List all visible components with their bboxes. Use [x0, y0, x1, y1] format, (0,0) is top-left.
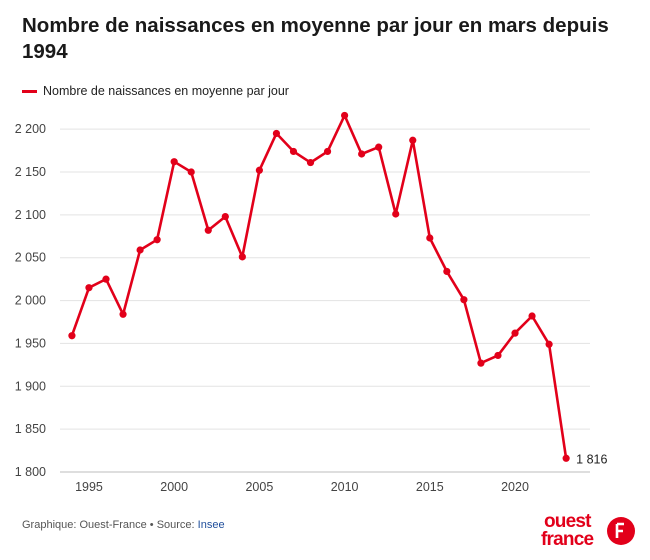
data-point[interactable]	[392, 210, 400, 218]
data-point[interactable]	[221, 212, 229, 221]
grid-lines	[60, 128, 590, 473]
y-tick-label: 1 800	[15, 465, 46, 479]
data-point[interactable]	[306, 158, 315, 167]
x-tick-label: 2000	[160, 480, 188, 494]
logo-text-ouest: ouest	[544, 511, 592, 532]
x-axis-tick-labels: 1995 2000 2005 2010 2015 2020	[75, 480, 529, 494]
y-tick-label: 2 200	[15, 122, 46, 136]
ouest-france-logo: ouest france	[541, 511, 635, 549]
data-point[interactable]	[494, 351, 502, 360]
chart-legend: Nombre de naissances en moyenne par jour	[22, 84, 289, 98]
data-point[interactable]	[272, 129, 281, 138]
data-point[interactable]	[545, 340, 553, 348]
data-point[interactable]	[443, 267, 451, 276]
y-axis-tick-labels: 1 800 1 850 1 900 1 950 2 000 2 050 2 100 2 150…	[15, 122, 46, 479]
last-value-label: 1 816	[576, 452, 607, 466]
y-tick-label: 1 950	[15, 336, 46, 350]
y-tick-label: 2 050	[15, 251, 46, 265]
data-point[interactable]	[562, 454, 570, 462]
legend-line-swatch	[22, 89, 37, 93]
x-tick-label: 2020	[501, 480, 529, 494]
data-point[interactable]	[68, 332, 76, 340]
data-point[interactable]	[477, 359, 485, 367]
data-point[interactable]	[170, 158, 178, 166]
y-tick-label: 1 850	[15, 422, 46, 436]
x-tick-label: 2010	[331, 480, 359, 494]
legend-label: Nombre de naissances en moyenne par jour	[43, 84, 289, 98]
data-point[interactable]	[375, 143, 383, 151]
data-point[interactable]	[358, 150, 366, 158]
data-point[interactable]	[511, 329, 519, 337]
data-point[interactable]	[153, 236, 161, 244]
x-tick-label: 2015	[416, 480, 444, 494]
data-point[interactable]	[204, 226, 212, 234]
data-point[interactable]	[238, 253, 246, 261]
data-point[interactable]	[340, 111, 349, 120]
data-point[interactable]	[102, 275, 110, 283]
data-point[interactable]	[528, 312, 536, 320]
data-point[interactable]	[187, 168, 195, 176]
credit-text: Graphique: Ouest-France • Source:	[22, 519, 198, 531]
data-point[interactable]	[426, 234, 434, 242]
y-tick-label: 2 150	[15, 165, 46, 179]
x-tick-label: 2005	[245, 480, 273, 494]
y-tick-label: 1 900	[15, 379, 46, 393]
y-tick-label: 2 100	[15, 208, 46, 222]
series-layer	[68, 111, 570, 462]
data-point[interactable]	[460, 296, 468, 304]
line-chart: 1 800 1 850 1 900 1 950 2 000 2 050 2 100 2 150…	[15, 111, 607, 494]
data-point[interactable]	[136, 246, 144, 254]
logo-circle-mark	[615, 522, 624, 538]
chart-title: Nombre de naissances en moyenne par jour…	[22, 14, 609, 63]
annotation-layer: 1 816	[576, 452, 607, 466]
series-line	[70, 114, 568, 459]
logo-text-france: france	[541, 529, 593, 549]
data-point[interactable]	[409, 136, 417, 144]
data-point[interactable]	[323, 147, 332, 156]
data-point[interactable]	[119, 310, 127, 318]
data-point[interactable]	[255, 166, 263, 174]
chart-footer: Graphique: Ouest-France • Source: Insee	[22, 519, 225, 531]
x-tick-label: 1995	[75, 480, 103, 494]
y-tick-label: 2 000	[15, 294, 46, 308]
source-link[interactable]: Insee	[197, 519, 225, 531]
data-point[interactable]	[289, 147, 298, 156]
data-point[interactable]	[85, 284, 93, 292]
